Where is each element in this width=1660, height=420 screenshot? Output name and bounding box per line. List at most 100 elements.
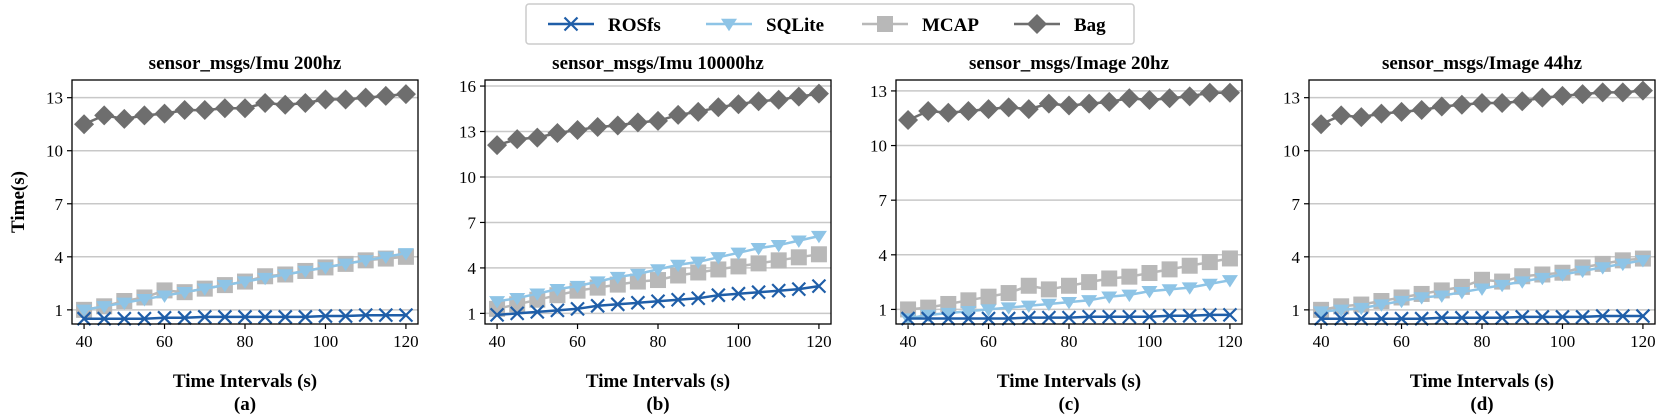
- y-tick-label: 7: [879, 191, 888, 210]
- x-tick-label: 60: [569, 332, 586, 351]
- data-point: [277, 269, 294, 282]
- data-point: [1474, 283, 1490, 296]
- data-point: [998, 97, 1019, 118]
- data-point: [507, 129, 528, 150]
- panel-caption: (c): [1058, 394, 1079, 415]
- data-point: [1431, 96, 1452, 117]
- data-point: [257, 309, 273, 325]
- chart-panel-a: sensor_msgs/Imu 200hz 1 4 7 10 13 40 60 80 100 120…: [46, 53, 419, 415]
- series-rosfs: [1313, 308, 1651, 326]
- data-point: [1494, 310, 1510, 326]
- data-point: [237, 276, 253, 289]
- y-tick-label: 10: [870, 137, 887, 156]
- data-point: [688, 101, 709, 122]
- data-point: [1554, 269, 1571, 282]
- data-point: [708, 97, 729, 118]
- data-point: [297, 265, 314, 279]
- data-point: [711, 287, 726, 303]
- data-point: [961, 311, 976, 326]
- data-point: [1161, 261, 1178, 278]
- data-point: [1313, 311, 1329, 326]
- data-point: [1592, 82, 1613, 103]
- data-point: [650, 264, 666, 277]
- x-tick-label: 120: [1217, 332, 1243, 351]
- y-tick-label: 13: [46, 89, 63, 108]
- legend-item-bag: Bag: [1014, 14, 1106, 36]
- y-tick-label: 1: [468, 304, 477, 323]
- data-point: [197, 309, 213, 325]
- data-point: [1181, 257, 1198, 274]
- data-point: [1333, 311, 1349, 326]
- data-point: [74, 114, 95, 135]
- series-sqlite: [900, 275, 1238, 326]
- data-point: [1201, 278, 1218, 292]
- data-point: [1040, 298, 1057, 312]
- panel-title: sensor_msgs/Image 20hz: [969, 53, 1170, 74]
- data-point: [670, 292, 686, 308]
- data-point: [116, 297, 133, 310]
- data-point: [1472, 92, 1492, 113]
- data-point: [1474, 310, 1490, 326]
- x-tick-label: 60: [1393, 332, 1410, 351]
- y-tick-label: 10: [46, 142, 63, 161]
- data-point: [76, 304, 93, 318]
- data-point: [750, 255, 767, 272]
- series-mcap: [900, 250, 1238, 318]
- data-point: [217, 309, 233, 325]
- data-point: [650, 272, 666, 289]
- data-point: [298, 309, 313, 325]
- panel-title: sensor_msgs/Image 44hz: [1382, 53, 1583, 74]
- data-point: [137, 311, 152, 326]
- data-point: [375, 85, 396, 106]
- data-point: [337, 258, 354, 272]
- data-point: [509, 306, 525, 321]
- legend-frame: [525, 3, 1135, 45]
- data-point: [1222, 307, 1238, 323]
- data-point: [214, 98, 235, 119]
- data-point: [94, 105, 115, 126]
- data-point: [1040, 281, 1057, 298]
- x-tick-label: 80: [650, 332, 667, 351]
- data-point: [1413, 292, 1430, 305]
- data-point: [275, 94, 296, 115]
- data-point: [1575, 309, 1590, 325]
- data-point: [1141, 286, 1158, 299]
- data-point: [810, 246, 827, 263]
- data-point: [530, 304, 545, 320]
- chart-panel-b: sensor_msgs/Imu 10000hz 1 4 7 10 13 16 40 60 80 10…: [459, 53, 832, 415]
- series-bag: [74, 84, 416, 135]
- data-point: [1038, 93, 1059, 114]
- legend-item-mcap: MCAP: [862, 15, 979, 36]
- x-tick-label: 100: [726, 332, 752, 351]
- data-point: [731, 286, 746, 301]
- data-point: [398, 307, 414, 323]
- x-tick-label: 120: [393, 332, 419, 351]
- data-point: [940, 307, 957, 321]
- data-point: [194, 100, 215, 121]
- data-point: [529, 288, 546, 301]
- data-point: [1354, 311, 1369, 326]
- data-point: [1612, 82, 1633, 103]
- data-point: [1018, 99, 1039, 120]
- data-point: [710, 252, 727, 265]
- data-point: [257, 272, 274, 286]
- data-point: [1353, 302, 1370, 316]
- panel-caption: (d): [1470, 394, 1493, 415]
- data-point: [96, 301, 113, 314]
- data-point: [980, 288, 997, 305]
- data-point: [770, 239, 787, 253]
- y-tick-label: 16: [459, 77, 476, 96]
- legend-label: ROSfs: [608, 15, 661, 36]
- x-tick-label: 100: [1137, 332, 1163, 351]
- data-point: [670, 259, 687, 273]
- x-tick-label: 40: [76, 332, 93, 351]
- data-point: [1141, 265, 1158, 282]
- data-point: [1101, 291, 1118, 304]
- data-point: [378, 307, 394, 323]
- series-rosfs: [76, 307, 414, 326]
- data-point: [1594, 262, 1611, 275]
- data-point: [295, 92, 316, 113]
- data-point: [1101, 270, 1118, 287]
- data-point: [1219, 82, 1240, 103]
- panel-caption: (b): [646, 394, 669, 415]
